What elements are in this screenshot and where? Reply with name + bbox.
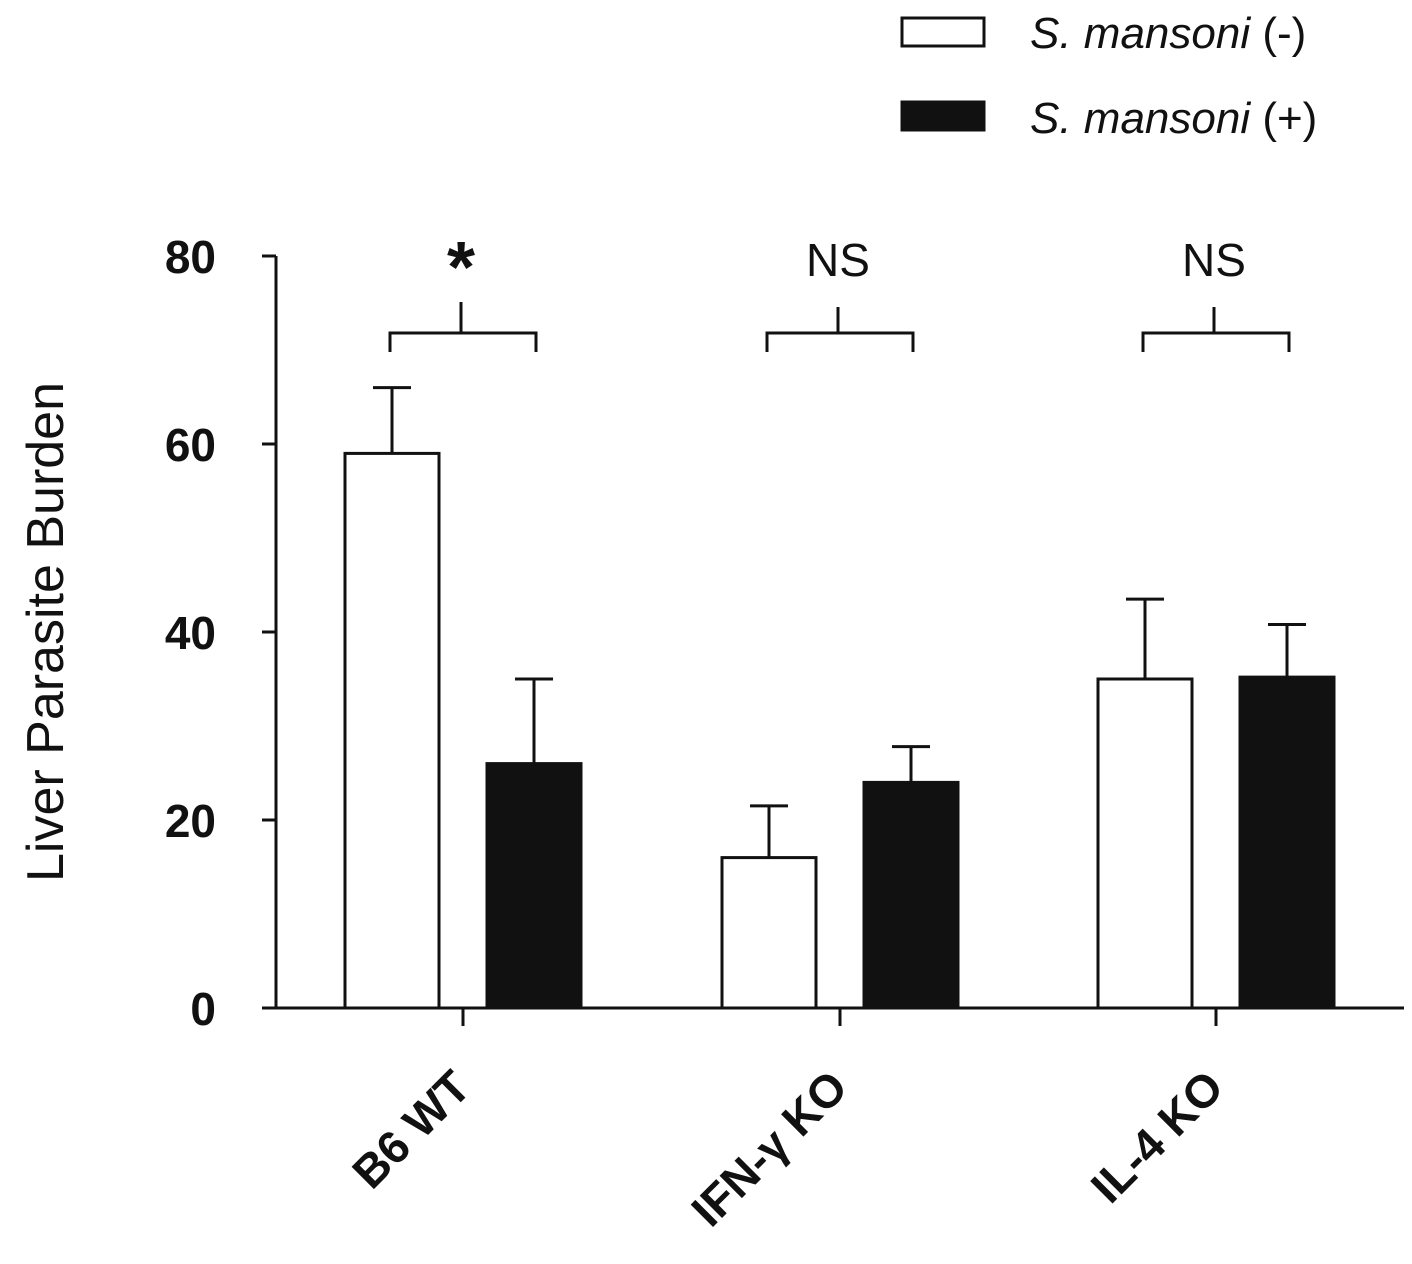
x-category-label: IL-4 KO (1081, 1060, 1233, 1212)
y-tick-label: 80 (165, 231, 216, 283)
legend-label-filled-species: S. mansoni (1030, 94, 1251, 143)
significance-bracket (765, 307, 915, 352)
significance-brackets: * NS NS (388, 228, 1291, 352)
significance-label: * (447, 228, 475, 308)
x-category-label: IFN-γ KO (681, 1060, 857, 1236)
legend: S. mansoni (-) S. mansoni (+) (900, 9, 1317, 143)
bar-open (1096, 677, 1194, 1010)
legend-label-open-species: S. mansoni (1030, 9, 1251, 58)
legend-swatch-open (900, 16, 986, 48)
legend-label-open: S. mansoni (-) (1030, 9, 1306, 58)
legend-swatch-filled (900, 100, 986, 132)
x-category-label: B6 WT (342, 1060, 480, 1198)
x-ticks: B6 WT IFN-γ KO IL-4 KO (342, 1008, 1233, 1236)
error-bars (373, 386, 1306, 858)
legend-label-open-suffix: (-) (1250, 9, 1306, 58)
bar-open (720, 856, 818, 1010)
significance-label: NS (1182, 234, 1246, 286)
significance-bracket (388, 302, 538, 352)
significance-bracket (1141, 307, 1291, 352)
y-tick-label: 40 (165, 607, 216, 659)
bar-filled (862, 780, 960, 1010)
bar-open (343, 451, 441, 1010)
legend-label-filled: S. mansoni (+) (1030, 94, 1317, 143)
y-tick-label: 0 (190, 983, 216, 1035)
y-tick-label: 20 (165, 795, 216, 847)
significance-label: NS (806, 234, 870, 286)
bar-filled (1238, 675, 1336, 1010)
legend-label-filled-suffix: (+) (1250, 94, 1317, 143)
bar-filled (485, 762, 583, 1010)
y-axis-title: Liver Parasite Burden (17, 382, 75, 882)
y-ticks: 0 20 40 60 80 (165, 231, 276, 1035)
bars (343, 451, 1336, 1010)
y-tick-label: 60 (165, 419, 216, 471)
